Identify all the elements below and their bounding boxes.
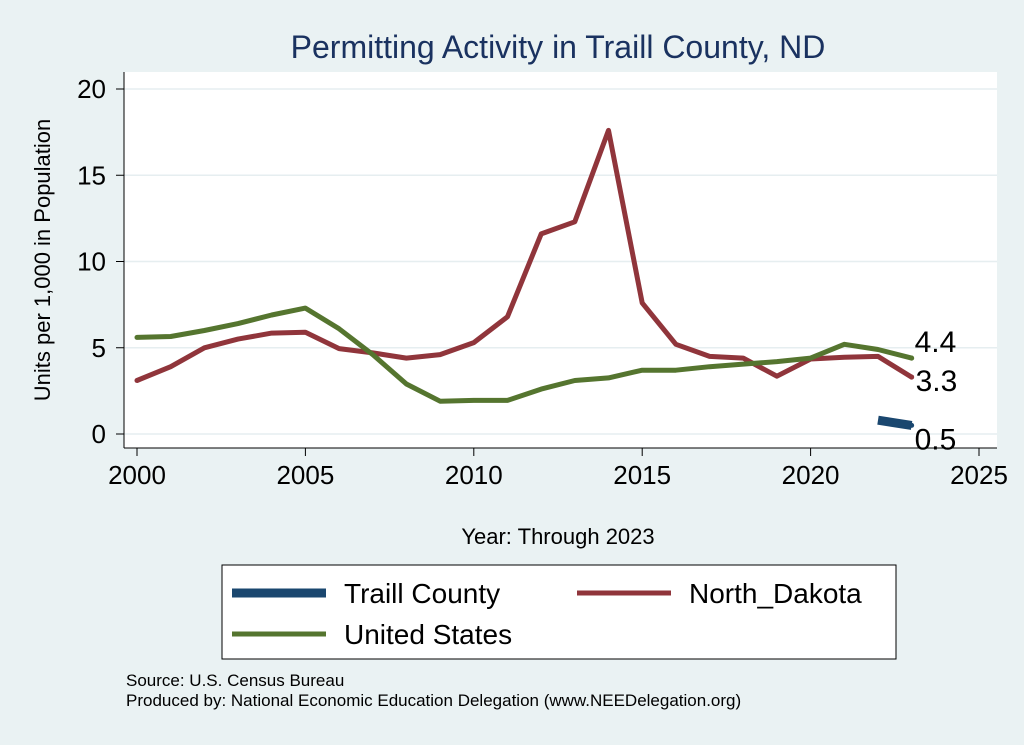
y-tick-label: 20 bbox=[77, 74, 106, 104]
end-label-north-dakota: 3.3 bbox=[916, 365, 958, 398]
x-tick-label: 2005 bbox=[276, 460, 334, 490]
produced-by-note: Produced by: National Economic Education… bbox=[126, 691, 742, 710]
x-axis-label: Year: Through 2023 bbox=[461, 524, 654, 549]
series-line-traill-county bbox=[877, 415, 913, 430]
source-note: Source: U.S. Census Bureau bbox=[126, 671, 345, 690]
x-tick-label: 2000 bbox=[108, 460, 166, 490]
legend: Traill County North_Dakota United States bbox=[221, 564, 897, 660]
legend-label-traill-county: Traill County bbox=[344, 578, 500, 609]
y-axis-label: Units per 1,000 in Population bbox=[30, 119, 55, 402]
plot-area bbox=[124, 72, 997, 448]
legend-label-united-states: United States bbox=[344, 619, 512, 650]
y-tick-label: 5 bbox=[92, 333, 106, 363]
series-line-north-dakota bbox=[134, 127, 915, 383]
x-tick-label: 2015 bbox=[613, 460, 671, 490]
chart-title: Permitting Activity in Traill County, ND bbox=[291, 29, 826, 65]
axis-ticks: 0 5 10 15 20 2000 2005 2010 2015 2020 2025 bbox=[77, 74, 1008, 490]
x-tick-label: 2025 bbox=[950, 460, 1008, 490]
y-tick-label: 10 bbox=[77, 247, 106, 277]
end-labels: 0.5 3.3 4.4 bbox=[915, 326, 958, 456]
y-tick-label: 0 bbox=[92, 419, 106, 449]
legend-label-north-dakota: North_Dakota bbox=[689, 578, 862, 609]
end-point-united-states bbox=[909, 355, 915, 361]
series-lines bbox=[134, 127, 915, 430]
end-label-traill-county: 0.5 bbox=[915, 423, 957, 456]
end-label-united-states: 4.4 bbox=[915, 326, 957, 359]
series-line-united-states bbox=[134, 305, 915, 404]
x-tick-label: 2010 bbox=[445, 460, 503, 490]
legend-box bbox=[221, 564, 897, 660]
y-tick-label: 15 bbox=[77, 160, 106, 190]
end-point-traill-county bbox=[909, 422, 915, 428]
end-point-north-dakota bbox=[909, 374, 915, 380]
x-tick-label: 2020 bbox=[782, 460, 840, 490]
